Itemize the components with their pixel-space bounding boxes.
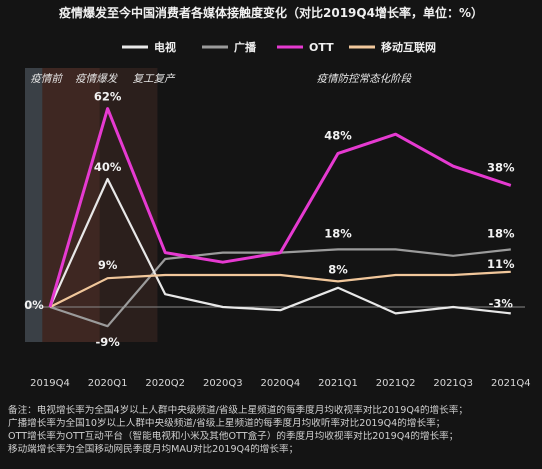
data-label: 9%: [98, 258, 118, 272]
chart-title: 疫情爆发至今中国消费者各媒体接触度变化（对比2019Q4增长率，单位：%）: [59, 5, 483, 20]
x-tick-label: 2019Q4: [30, 378, 70, 389]
footnote-line: 备注：电视增长率为全国4岁以上人群中央级频道/省级上星频道的每季度月均收视率对比…: [8, 405, 468, 416]
footnote-line: 广播增长率为全国10岁以上人群中央级频道/省级上星频道的每季度月均收听率对比20…: [8, 418, 446, 429]
phase-bands: [25, 68, 158, 342]
phase-label: 疫情前: [30, 73, 63, 85]
footnote-line: OTT增长率为OTT互动平台（智能电视和小米及其他OTT盒子）的季度月均收视率对…: [8, 431, 459, 442]
series-line: [48, 107, 512, 308]
legend-label: 移动互联网: [381, 40, 436, 54]
footnote-line: 移动端增长率为全国移动网民季度月均MAU对比2019Q4的增长率；: [8, 444, 299, 455]
legend-label: OTT: [309, 41, 334, 54]
x-tick-label: 2021Q2: [376, 378, 416, 389]
phase-label: 疫情防控常态化阶段: [317, 73, 413, 85]
data-label: 11%: [487, 257, 515, 271]
data-labels: 0% 62% 40% 9% -9% 48% 18% 8% 38% 18% 11% -3%: [24, 90, 515, 350]
data-label: 48%: [324, 128, 352, 142]
phase-label: 复工复产: [133, 73, 176, 85]
legend: 电视 广播 OTT 移动互联网: [122, 40, 436, 54]
x-tick-label: 2020Q1: [88, 378, 128, 389]
legend-label: 电视: [154, 40, 176, 54]
series-lines: [48, 107, 512, 328]
x-tick-label: 2020Q2: [145, 378, 185, 389]
phase-label: 疫情爆发: [75, 73, 118, 85]
x-tick-label: 2021Q3: [433, 378, 473, 389]
x-tick-label: 2021Q1: [318, 378, 358, 389]
data-label: 40%: [94, 160, 122, 174]
legend-label: 广播: [234, 40, 257, 54]
x-axis-ticks: 2019Q4 2020Q1 2020Q2 2020Q3 2020Q4 2021Q1 2021…: [30, 378, 530, 389]
x-tick-label: 2021Q4: [491, 378, 531, 389]
data-label: 38%: [487, 160, 515, 174]
phase-labels: 疫情前 疫情爆发 复工复产 疫情防控常态化阶段: [30, 73, 412, 85]
data-label: 62%: [94, 90, 122, 104]
data-label: 8%: [328, 262, 348, 276]
data-label: -3%: [489, 296, 514, 310]
data-label: -9%: [95, 335, 120, 349]
series-line: [48, 177, 511, 315]
data-label: 0%: [24, 298, 44, 312]
data-label: 18%: [324, 226, 352, 240]
x-tick-label: 2020Q3: [203, 378, 243, 389]
x-tick-label: 2020Q4: [261, 378, 301, 389]
series-line: [49, 270, 511, 308]
data-label: 18%: [487, 226, 515, 240]
